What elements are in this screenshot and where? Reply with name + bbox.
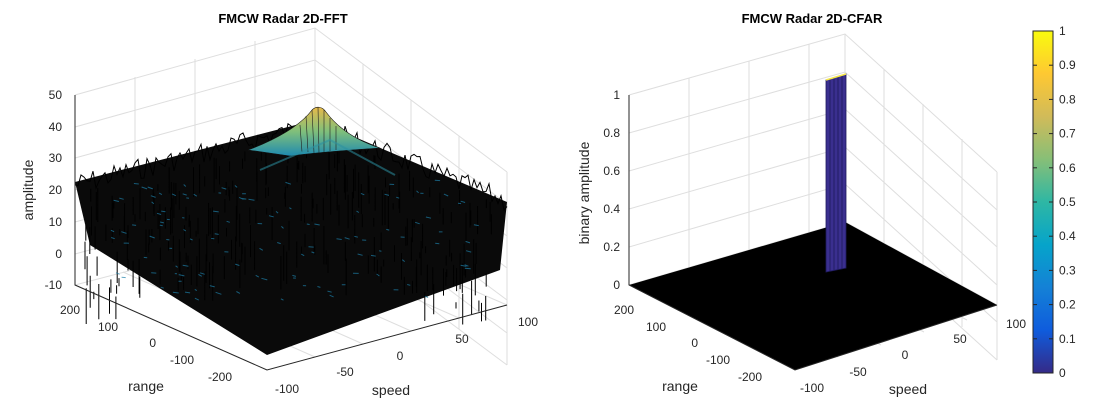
cfar-y-tick: -100: [706, 353, 730, 367]
cfar-z-tick: 1: [613, 88, 620, 102]
cfar-detection: [825, 73, 847, 273]
colorbar-tick-label: 0.6: [1059, 161, 1076, 175]
fft-title: FMCW Radar 2D-FFT: [218, 11, 347, 26]
cfar-x-tick: 100: [1006, 317, 1026, 331]
cfar-y-ticks: 200 100 0 -100 -200: [614, 303, 762, 384]
fft-peak: [247, 106, 381, 157]
cfar-z-label: binary amplitude: [576, 141, 592, 244]
cfar-surface: [629, 222, 997, 370]
cfar-axes-frame: [628, 95, 998, 371]
fft-y-tick: -200: [208, 370, 232, 384]
fft-axes-frame: [74, 95, 508, 371]
cfar-y-label: range: [662, 378, 698, 394]
fft-z-tick: 20: [49, 183, 63, 197]
fft-z-tick: 40: [49, 120, 63, 134]
fft-x-tick: 100: [518, 315, 538, 329]
cfar-x-tick: 50: [953, 332, 967, 346]
fft-x-tick: -50: [336, 365, 354, 379]
fft-x-ticks: -100 -50 0 50 100: [275, 315, 538, 396]
cfar-z-tick: 0.4: [603, 202, 620, 216]
cfar-z-tick: 0: [613, 278, 620, 292]
fft-y-ticks: 200 100 0 -100 -200: [60, 303, 232, 384]
fft-z-tick: -10: [45, 278, 63, 292]
colorbar-tick-label: 0.8: [1059, 92, 1076, 106]
cfar-chart: FMCW Radar 2D-CFAR 1 0.8 0.6 0.4 0.2 0 b…: [576, 11, 1026, 397]
fft-y-tick: 200: [60, 303, 80, 317]
fft-z-label: amplitude: [20, 159, 36, 220]
cfar-y-tick: 0: [691, 336, 698, 350]
fft-z-tick: 0: [55, 247, 62, 261]
cfar-x-tick: -50: [849, 365, 867, 379]
colorbar-tick-label: 0.5: [1059, 195, 1076, 209]
colorbar-tick-label: 0.1: [1059, 332, 1076, 346]
colorbar-tick-label: 0: [1059, 366, 1066, 380]
cfar-x-tick: -100: [800, 381, 824, 395]
fft-z-tick: 10: [49, 215, 63, 229]
colorbar-tick-label: 0.2: [1059, 298, 1076, 312]
fft-chart: FMCW Radar 2D-FFT 50: [20, 11, 538, 398]
colorbar-tick-label: 0.9: [1059, 58, 1076, 72]
cfar-z-tick: 0.2: [603, 240, 620, 254]
cfar-z-tick: 0.6: [603, 164, 620, 178]
fft-z-tick: 30: [49, 151, 63, 165]
fft-x-tick: 0: [397, 349, 404, 363]
cfar-z-ticks: 1 0.8 0.6 0.4 0.2 0: [603, 88, 620, 292]
cfar-title: FMCW Radar 2D-CFAR: [742, 11, 883, 26]
colorbar-tick-label: 0.3: [1059, 263, 1076, 277]
colorbar-tick-label: 1: [1059, 24, 1066, 38]
cfar-z-tick: 0.8: [603, 126, 620, 140]
fft-y-label: range: [128, 378, 164, 394]
fft-x-tick: -100: [275, 382, 299, 396]
fft-y-tick: 100: [98, 320, 118, 334]
fft-z-tick: 50: [49, 88, 63, 102]
colorbar: 1 0.9 0.8 0.7 0.6 0.5 0.4 0.3 0.2 0.1 0: [1032, 24, 1076, 380]
fft-y-tick: -100: [170, 353, 194, 367]
cfar-y-tick: 100: [646, 320, 666, 334]
fft-surface: [74, 106, 508, 355]
fft-x-tick: 50: [455, 332, 469, 346]
fft-z-ticks: 50 40 30 20 10 0 -10: [45, 88, 63, 292]
fft-x-label: speed: [372, 382, 410, 398]
cfar-x-label: speed: [889, 381, 927, 397]
fft-y-tick: 0: [149, 336, 156, 350]
colorbar-tick-label: 0.7: [1059, 127, 1076, 141]
colorbar-ticks: 1 0.9 0.8 0.7 0.6 0.5 0.4 0.3 0.2 0.1 0: [1033, 24, 1076, 380]
cfar-x-tick: 0: [902, 348, 909, 362]
cfar-y-tick: 200: [614, 303, 634, 317]
colorbar-tick-label: 0.4: [1059, 229, 1076, 243]
cfar-x-ticks: -100 -50 0 50 100: [800, 317, 1026, 395]
cfar-y-tick: -200: [738, 370, 762, 384]
